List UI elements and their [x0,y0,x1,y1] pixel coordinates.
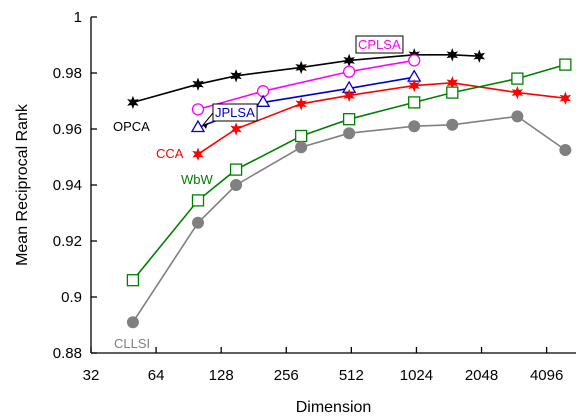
data-point-square [229,163,243,176]
series-labels: OPCA CPLSA JPLSA CCA WbW CLLSI [113,35,404,351]
series-markers [126,48,572,329]
series-label-opca: OPCA [113,119,150,134]
series-line-opca [132,53,480,104]
data-point-star [192,147,204,161]
data-point-circle [295,141,308,154]
label-leader-line [202,112,214,126]
y-tick-label: 0.94 [53,177,82,194]
y-axis-title: Mean Reciprocal Rank [14,103,31,266]
data-point-triangle [190,119,206,133]
chart-axes [90,17,576,354]
data-point-star [473,49,486,63]
label-leader-arrow [203,123,208,129]
data-point-star [192,77,204,91]
y-tick-label: 0.88 [53,345,82,362]
data-point-circle [446,118,459,131]
data-point-star [408,78,421,93]
series-label-box [212,103,258,122]
data-point-circle [511,110,524,123]
x-tick-label: 1024 [400,367,433,384]
series-label-cllsi: CLLSI [114,336,150,351]
y-axis-ticks: 0.88 0.9 0.92 0.94 0.96 0.98 1 [53,9,97,362]
y-tick-label: 1 [74,9,82,26]
data-point-circle [126,316,139,329]
data-point-star [343,88,355,103]
data-point-square [446,86,459,99]
x-axis-title: Dimension [296,399,372,416]
y-tick-label: 0.92 [53,233,82,250]
series-label-cca: CCA [156,146,184,161]
data-point-square [126,274,140,287]
data-point-square [408,96,421,109]
y-tick-label: 0.9 [61,289,82,306]
data-point-triangle [255,94,271,107]
data-point-square [511,72,524,85]
data-point-star [446,48,459,62]
series-label-box [355,35,404,54]
series-line-cca [197,81,566,155]
series-line-cplsa [197,59,415,111]
data-point-square [191,194,205,207]
data-point-star [230,69,242,83]
y-tick-label: 0.96 [53,121,82,138]
data-point-circle [191,103,205,116]
data-point-circle [343,127,356,140]
data-point-circle [342,65,356,78]
x-tick-label: 512 [339,367,364,384]
data-point-star [230,122,242,136]
data-point-circle [559,144,572,156]
data-point-star [295,97,307,111]
x-tick-label: 256 [274,367,299,384]
x-tick-label: 4096 [530,367,563,384]
data-point-circle [191,216,204,229]
data-point-square [342,113,356,126]
data-point-star [559,91,572,105]
series-label-jplsa: JPLSA [215,105,255,120]
data-point-circle [230,179,243,191]
y-tick-label: 0.98 [53,65,82,82]
x-tick-label: 64 [148,367,165,384]
x-tick-label: 32 [83,367,100,384]
data-point-star [511,85,524,100]
data-point-square [295,129,308,143]
data-point-circle [408,120,421,133]
data-point-square [559,58,572,71]
data-point-star [295,60,307,75]
series-label-cplsa: CPLSA [358,37,401,52]
data-point-star [127,95,139,110]
series-label-wbw: WbW [181,172,214,187]
data-point-circle [408,54,421,67]
x-tick-label: 2048 [465,367,498,384]
x-tick-label: 128 [209,367,234,384]
x-axis-ticks: 32 64 128 256 512 1024 2048 4096 [83,347,563,384]
